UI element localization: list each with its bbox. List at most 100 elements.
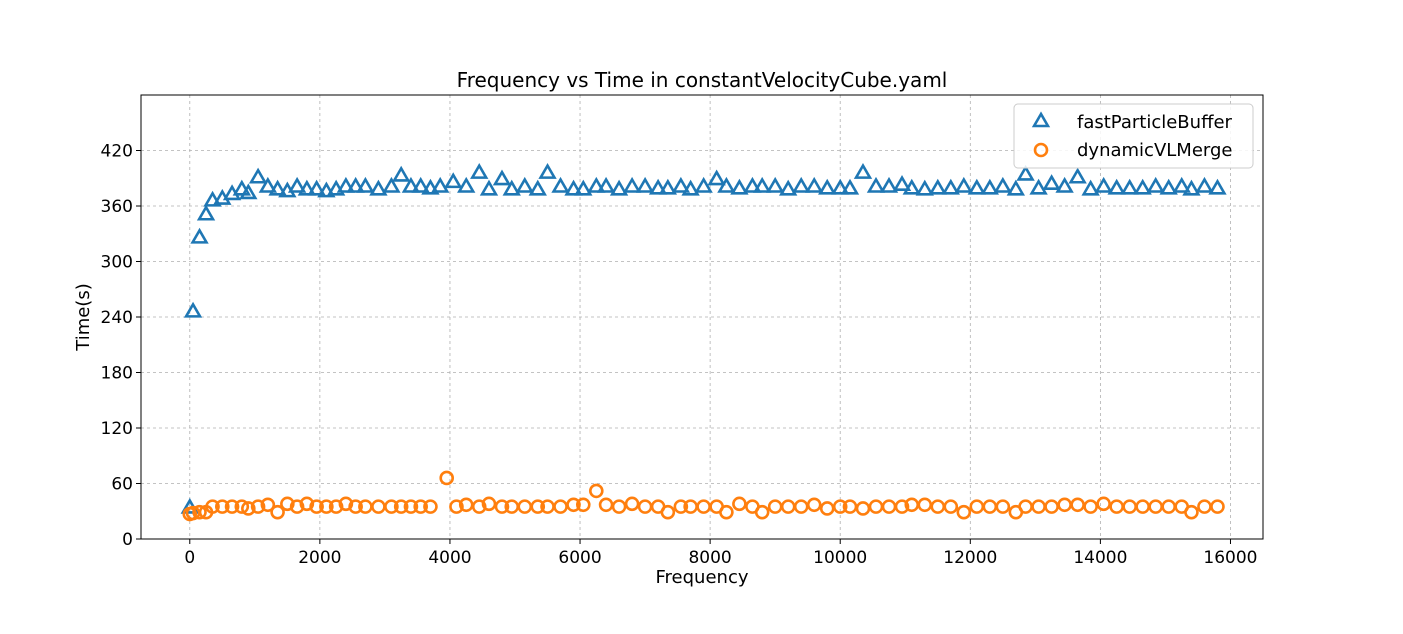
data-point [995, 499, 1011, 514]
data-point [1055, 176, 1074, 193]
data-point [719, 504, 734, 520]
data-point [1210, 499, 1225, 514]
data-point [239, 183, 258, 200]
data-point [502, 179, 521, 196]
data-point [1107, 178, 1126, 195]
data-point [587, 176, 606, 193]
data-point [215, 499, 230, 514]
data-point [660, 504, 676, 520]
legend-label: dynamicVLMerge [1077, 140, 1232, 161]
data-point [196, 204, 216, 221]
data-point [268, 179, 287, 196]
x-tick-label: 16000 [1203, 548, 1257, 568]
data-point [658, 178, 678, 195]
x-tick-label: 2000 [298, 548, 341, 568]
data-point [479, 179, 499, 196]
data-point [806, 497, 822, 513]
x-tick-label: 10000 [813, 548, 867, 568]
data-point [1094, 176, 1113, 193]
data-point [307, 179, 326, 196]
data-point [853, 163, 873, 179]
data-point [1195, 176, 1214, 193]
legend-box [1013, 103, 1254, 169]
data-point [391, 165, 411, 182]
data-point [317, 181, 336, 198]
data-point [1016, 164, 1035, 181]
data-point [717, 176, 736, 193]
data-point [382, 176, 401, 193]
data-point [1081, 179, 1100, 196]
legend-marker [1033, 142, 1049, 158]
data-point [336, 176, 356, 193]
data-point [492, 169, 512, 186]
data-point [1120, 178, 1139, 195]
data-point [956, 504, 972, 520]
data-point [530, 499, 546, 514]
data-point [694, 176, 713, 193]
data-point [671, 176, 691, 193]
data-point [967, 178, 986, 195]
data-point [765, 176, 785, 193]
data-point [444, 172, 463, 189]
data-point [471, 499, 487, 514]
data-point [980, 178, 999, 195]
y-tick-label: 0 [122, 530, 133, 550]
data-point [369, 179, 388, 196]
data-point [449, 499, 464, 514]
y-tick-label: 180 [101, 364, 133, 384]
data-point [589, 483, 604, 499]
data-point [743, 176, 762, 193]
data-point [328, 499, 344, 514]
data-point [551, 176, 570, 193]
data-point [401, 176, 421, 193]
data-point [260, 497, 276, 513]
y-tick-label: 60 [111, 475, 133, 495]
data-point [805, 176, 824, 193]
data-point [575, 497, 591, 513]
data-point [1133, 178, 1152, 195]
data-point [309, 499, 324, 514]
data-point [224, 499, 240, 514]
y-tick-label: 240 [101, 308, 133, 328]
data-point [241, 501, 256, 516]
data-point [681, 179, 700, 196]
y-tick-label: 300 [101, 253, 133, 273]
data-point [289, 499, 305, 514]
data-point [752, 176, 772, 193]
data-point [297, 179, 317, 196]
x-tick-label: 0 [184, 548, 195, 568]
data-point [457, 176, 476, 193]
data-point [280, 496, 295, 512]
data-point [515, 176, 534, 193]
data-point [470, 163, 489, 179]
data-point [413, 499, 428, 514]
data-point [287, 176, 307, 193]
x-tick-label: 14000 [1073, 548, 1127, 568]
data-point [356, 176, 375, 193]
data-point [1182, 179, 1201, 196]
data-point [993, 176, 1013, 193]
data-point [648, 178, 668, 195]
data-point [902, 178, 921, 195]
data-point [879, 176, 899, 193]
data-point [248, 167, 268, 184]
data-point [1006, 179, 1026, 196]
data-point [941, 178, 960, 195]
data-point [203, 190, 222, 207]
data-point [1096, 496, 1111, 512]
data-points [180, 163, 1227, 522]
data-point [564, 179, 583, 196]
x-tick-label: 6000 [558, 548, 601, 568]
data-point [481, 496, 497, 512]
x-tick-label: 12000 [943, 548, 997, 568]
data-point [393, 499, 409, 514]
data-point [730, 178, 749, 195]
data-point [299, 496, 315, 512]
data-point [894, 499, 910, 514]
series-fastParticleBuffer [180, 163, 1227, 514]
series-dynamicVLMerge [182, 470, 1225, 522]
data-point [431, 176, 450, 193]
data-point [732, 496, 747, 512]
data-point [270, 504, 285, 520]
